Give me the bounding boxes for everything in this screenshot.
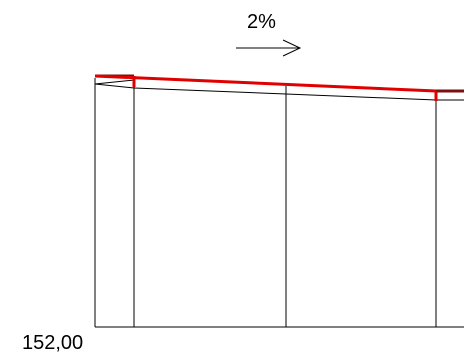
elevation-label: 152,00: [22, 332, 83, 354]
roof-membrane: [94, 74, 438, 101]
slope-label: 2%: [247, 11, 276, 33]
walls: [94, 78, 464, 328]
slab-underside: [94, 79, 464, 101]
slope-arrow: [236, 39, 302, 57]
